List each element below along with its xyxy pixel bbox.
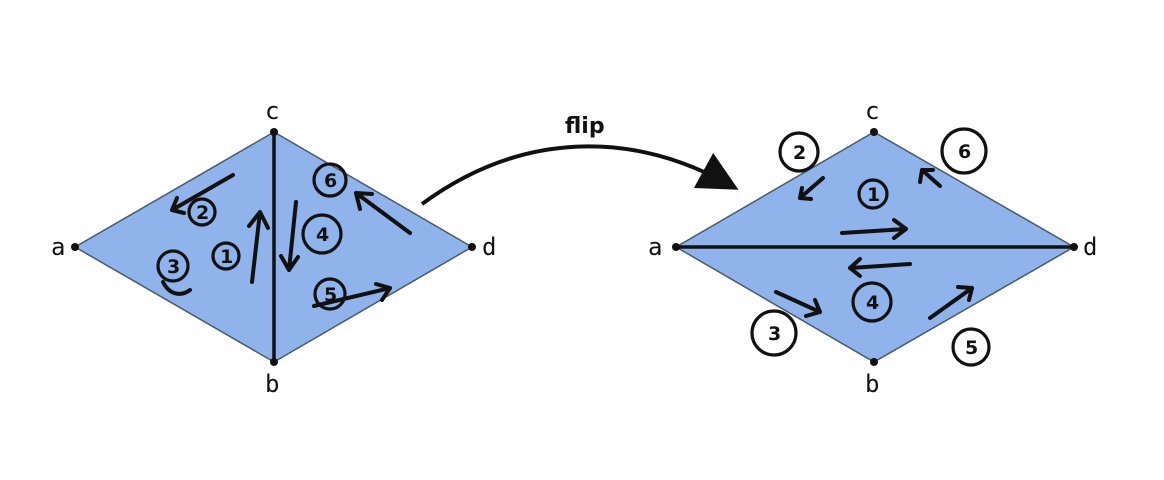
right-arrow-2 (798, 176, 825, 201)
left-halfedge-2: 2 (170, 173, 235, 227)
right-circle-6 (940, 127, 988, 175)
left-halfedge-5: 5 (312, 277, 392, 311)
right-vertex-d-label: d (1083, 233, 1097, 261)
left-circle-2 (187, 197, 217, 227)
right-vertex-b-dot (870, 358, 878, 366)
left-halfedge-3: 3 (156, 249, 192, 296)
flip-label: flip (565, 114, 605, 139)
right-number-4: 4 (866, 292, 879, 314)
left-number-4: 4 (316, 224, 329, 246)
left-vertex-c-label: c (265, 97, 279, 125)
right-arrow-6 (918, 168, 942, 188)
right-circle-5 (951, 327, 991, 367)
right-halfedge-3: 3 (750, 290, 822, 357)
right-circle-4 (851, 281, 893, 323)
left-vertex-d-label: d (482, 233, 496, 261)
left-arrow-6 (354, 191, 412, 235)
left-number-1: 1 (220, 246, 233, 268)
left-number-5: 5 (324, 284, 337, 306)
left-vertex-d-dot (468, 243, 476, 251)
left-arrow-3 (161, 280, 192, 296)
left-arrow-5 (312, 282, 392, 308)
left-vertex-c-dot (270, 128, 278, 136)
left-vertex-a-label: a (51, 233, 65, 261)
right-vertex-b-label: b (865, 370, 879, 398)
right-vertex-a-label: a (648, 233, 662, 261)
right-arrow-1 (840, 218, 908, 240)
left-triangle-cdb (273, 130, 474, 364)
left-vertex-b-dot (270, 358, 278, 366)
right-arrow-3 (774, 290, 822, 318)
right-number-3: 3 (768, 323, 781, 345)
left-triangle-acb (73, 130, 275, 364)
right-arrow-5 (928, 285, 974, 320)
right-halfedge-2: 2 (778, 131, 825, 201)
left-circle-1 (211, 241, 241, 271)
left-arrow-1 (247, 210, 270, 284)
right-halfedge-5: 5 (928, 285, 991, 367)
right-number-2: 2 (793, 142, 806, 164)
left-number-6: 6 (324, 170, 337, 192)
right-circle-1 (857, 178, 889, 210)
left-circle-6 (312, 162, 348, 198)
flip-transition: flip (420, 114, 739, 206)
left-number-2: 2 (196, 202, 209, 224)
flip-arrow (420, 144, 739, 206)
left-arrow-2 (170, 173, 235, 215)
left-halfedge-4: 4 (279, 200, 343, 272)
right-arrow-4 (848, 257, 912, 278)
left-circle-5 (313, 277, 347, 311)
left-circle-4 (301, 213, 343, 255)
right-vertex-c-dot (870, 128, 878, 136)
right-number-5: 5 (965, 337, 978, 359)
right-mesh: a b c d 1 2 3 4 5 (648, 97, 1097, 398)
left-mesh: a b c d 1 2 3 4 5 (51, 97, 496, 398)
left-vertex-b-label: b (265, 370, 279, 398)
left-circle-3 (156, 249, 190, 283)
right-circle-3 (750, 309, 798, 357)
right-circle-2 (778, 131, 820, 173)
right-number-6: 6 (958, 141, 971, 163)
right-vertex-a-dot (672, 243, 680, 251)
right-vertex-c-label: c (865, 97, 879, 125)
left-arrow-4 (279, 200, 300, 272)
left-halfedge-6: 6 (312, 162, 412, 235)
left-vertex-a-dot (71, 243, 79, 251)
right-number-1: 1 (867, 184, 880, 206)
right-halfedge-4: 4 (848, 257, 912, 323)
right-halfedge-6: 6 (918, 127, 988, 188)
left-number-3: 3 (167, 256, 180, 278)
left-halfedge-1: 1 (211, 210, 270, 284)
right-halfedge-1: 1 (840, 178, 908, 240)
right-vertex-d-dot (1070, 243, 1078, 251)
